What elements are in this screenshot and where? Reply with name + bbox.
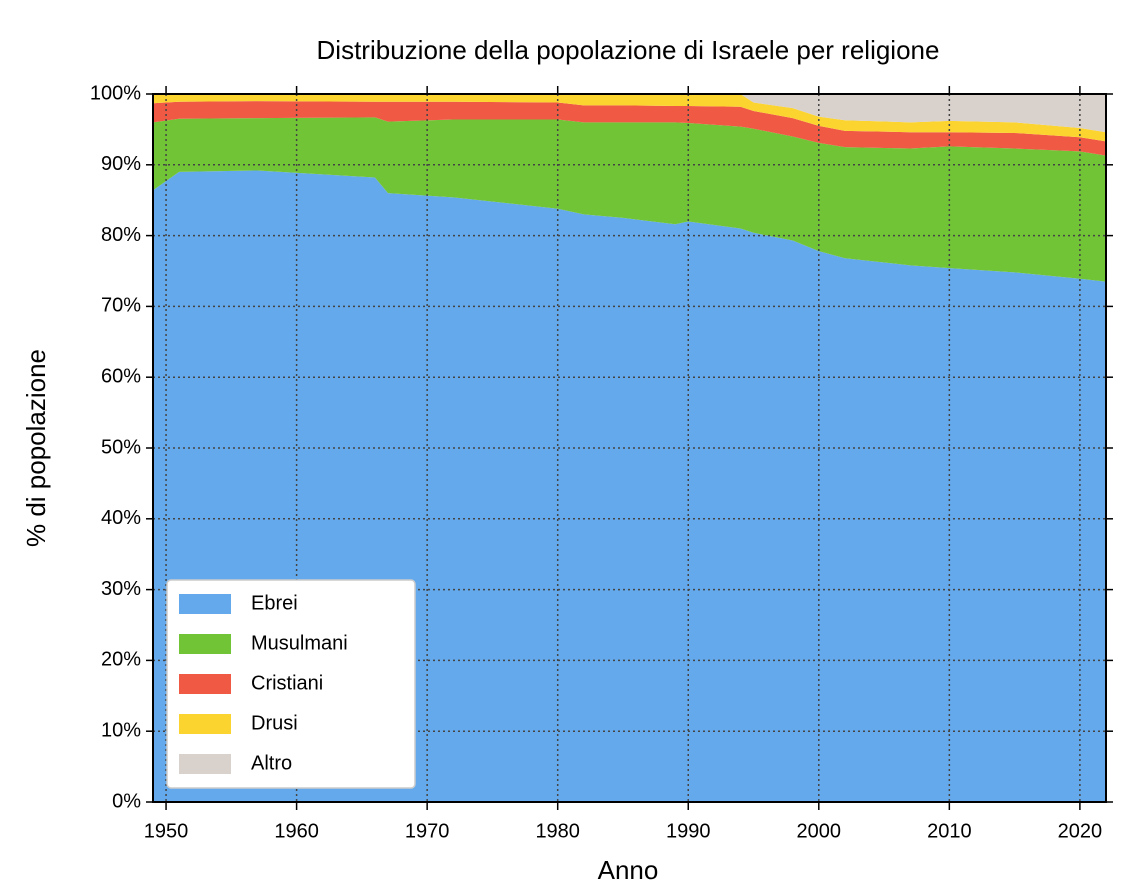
y-tick-label: 10% <box>101 719 141 741</box>
area <box>153 101 1106 156</box>
x-axis-label: Anno <box>598 855 659 885</box>
legend-swatch <box>179 754 231 774</box>
legend-swatch <box>179 594 231 614</box>
x-tick-label: 1990 <box>666 820 711 842</box>
y-tick-label: 90% <box>101 153 141 175</box>
y-tick-label: 80% <box>101 224 141 246</box>
legend-label: Drusi <box>251 712 298 734</box>
legend-label: Ebrei <box>251 592 298 614</box>
x-tick-label: 1950 <box>144 820 189 842</box>
y-tick-label: 40% <box>101 507 141 529</box>
y-axis-label: % di popolazione <box>21 349 51 547</box>
legend-swatch <box>179 674 231 694</box>
legend-label: Musulmani <box>251 632 348 654</box>
x-tick-label: 2000 <box>797 820 842 842</box>
y-tick-label: 20% <box>101 649 141 671</box>
y-tick-label: 70% <box>101 295 141 317</box>
area <box>153 94 1106 142</box>
plot-frame <box>152 93 1107 803</box>
y-tick-label: 30% <box>101 578 141 600</box>
legend-swatch <box>179 714 231 734</box>
y-tick-label: 100% <box>90 82 141 104</box>
legend-swatch <box>179 634 231 654</box>
legend-box <box>166 579 416 789</box>
x-tick-label: 1970 <box>405 820 450 842</box>
y-tick-label: 60% <box>101 365 141 387</box>
x-tick-label: 2020 <box>1058 820 1103 842</box>
y-tick-label: 50% <box>101 436 141 458</box>
x-tick-label: 2010 <box>927 820 972 842</box>
chart-title: Distribuzione della popolazione di Israe… <box>317 35 940 65</box>
y-tick-label: 0% <box>112 790 141 812</box>
legend-label: Cristiani <box>251 672 323 694</box>
legend: Ebrei Musulmani Cristiani Drusi Altro <box>166 579 416 789</box>
area <box>153 117 1106 282</box>
x-tick-label: 1960 <box>274 820 319 842</box>
legend-label: Altro <box>251 752 292 774</box>
area <box>153 94 1106 133</box>
x-tick-label: 1980 <box>535 820 580 842</box>
